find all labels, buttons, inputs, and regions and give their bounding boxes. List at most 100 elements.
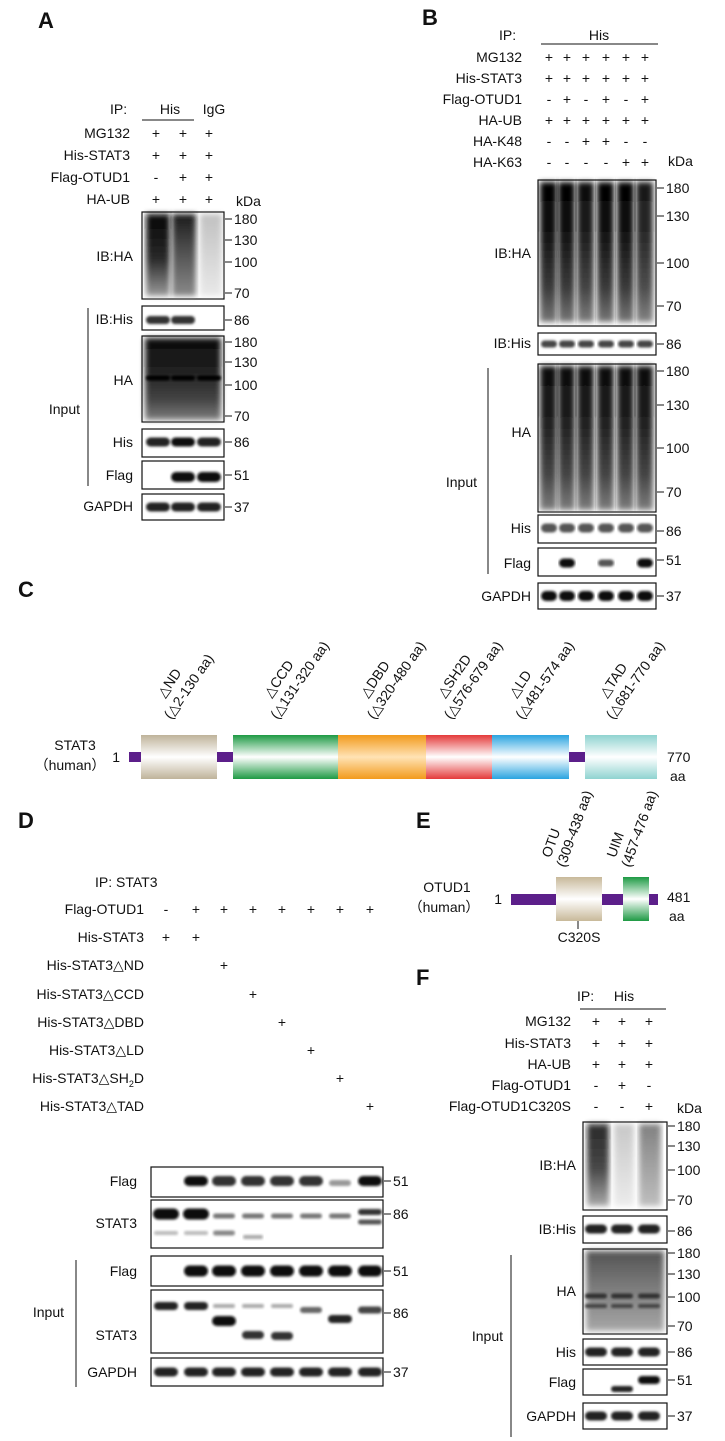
- band: [146, 316, 170, 324]
- c-domain-label: (△320-480 aa)△DBD: [357, 638, 429, 722]
- c-domain-label: (△576-679 aa)△SH2D: [434, 638, 506, 722]
- b-sign: +: [563, 91, 571, 107]
- band: [585, 1224, 607, 1234]
- f-blot-flag: [582, 1368, 668, 1396]
- c-domain-label: (△131-320 aa)△CCD: [260, 638, 332, 722]
- band: [146, 437, 170, 447]
- b-sign: +: [582, 49, 590, 65]
- b-sign: +: [641, 49, 649, 65]
- f-ha-smear: [586, 1251, 664, 1331]
- band: [358, 1265, 382, 1277]
- b-ibha-lane: [558, 182, 575, 322]
- a-blot-label: GAPDH: [83, 498, 133, 514]
- f-sign: +: [618, 1056, 626, 1072]
- f-ha-marker: 130: [677, 1266, 701, 1282]
- f-ip-label: IP:: [577, 988, 594, 1004]
- f-sign: +: [618, 1035, 626, 1051]
- band: [598, 340, 614, 348]
- a-sign: +: [179, 147, 187, 163]
- d-ip-label: IP: STAT3: [95, 874, 158, 890]
- f-kda: kDa: [677, 1100, 702, 1116]
- f-ha-marker: 180: [677, 1245, 701, 1261]
- band: [559, 340, 575, 348]
- b-sign: +: [622, 154, 630, 170]
- c-domain-label: (△2-130 aa)△ND: [154, 651, 217, 722]
- band: [171, 472, 195, 482]
- f-blot-ha: [582, 1248, 668, 1335]
- band: [637, 340, 653, 348]
- b-row-label: MG132: [476, 49, 522, 65]
- a-sign: +: [205, 125, 213, 141]
- f-ibha-marker: 180: [677, 1118, 701, 1134]
- e-domain-label: (309-438 aa)OTU: [538, 788, 595, 869]
- b-ha-marker: 70: [666, 484, 682, 500]
- d-row-label: His-STAT3△DBD: [37, 1014, 144, 1030]
- b-sign: -: [547, 154, 552, 170]
- b-sign: +: [622, 49, 630, 65]
- b-row-label: Flag-OTUD1: [443, 91, 523, 107]
- c-protein-name: STAT3: [54, 737, 96, 753]
- band: [559, 523, 575, 533]
- a-sign: +: [179, 169, 187, 185]
- band: [154, 1302, 178, 1310]
- f-blot-ibhis: [582, 1215, 668, 1244]
- b-sign: -: [624, 133, 629, 149]
- e-unit: aa: [669, 908, 685, 924]
- band: [578, 523, 594, 533]
- a-ip-igg: IgG: [203, 101, 226, 117]
- d-sign: +: [249, 901, 257, 917]
- a-blot-ibha: [141, 211, 225, 300]
- band: [585, 1293, 607, 1299]
- band: [154, 1231, 178, 1235]
- band: [300, 1307, 322, 1313]
- b-ha-lane: [636, 366, 653, 510]
- d-sign: +: [192, 929, 200, 945]
- f-sign: -: [594, 1077, 599, 1093]
- f-ibha-marker: 130: [677, 1138, 701, 1154]
- e-domain-UIM: [623, 877, 649, 921]
- band: [611, 1304, 633, 1308]
- band: [241, 1367, 265, 1377]
- band: [618, 591, 634, 601]
- panel-label-d: D: [18, 808, 34, 833]
- b-sign: +: [582, 70, 590, 86]
- f-flag-marker: 51: [677, 1372, 693, 1388]
- a-ha-marker: 130: [234, 354, 258, 370]
- d-row-label: His-STAT3: [78, 929, 145, 945]
- a-ha-marker: 70: [234, 408, 250, 424]
- a-his-marker: 86: [234, 434, 250, 450]
- band: [241, 1265, 265, 1277]
- f-ibha-marker: 70: [677, 1192, 693, 1208]
- band: [611, 1224, 633, 1234]
- b-sign: +: [641, 154, 649, 170]
- band: [171, 502, 195, 512]
- band: [213, 1230, 235, 1236]
- f-blot-label: HA: [557, 1283, 577, 1299]
- band: [611, 1293, 633, 1299]
- d-sign: +: [336, 901, 344, 917]
- b-ibha-marker: 100: [666, 255, 690, 271]
- d-sign: +: [366, 1098, 374, 1114]
- b-sign: +: [563, 49, 571, 65]
- f-blot-label: GAPDH: [526, 1408, 576, 1424]
- b-his-marker: 86: [666, 523, 682, 539]
- b-sign: +: [602, 49, 610, 65]
- f-blot-label: IB:HA: [539, 1157, 576, 1173]
- d-row-label: His-STAT3△TAD: [40, 1098, 144, 1114]
- band: [153, 1208, 179, 1220]
- band: [637, 523, 653, 533]
- b-sign: -: [624, 91, 629, 107]
- d-sign: +: [366, 901, 374, 917]
- d-blot-stat3-ip: [150, 1199, 384, 1249]
- d-flag-input-marker: 51: [393, 1263, 409, 1279]
- a-sign: +: [179, 125, 187, 141]
- a-ibha-lane3: [200, 214, 222, 296]
- band: [541, 340, 557, 348]
- b-sign: -: [604, 154, 609, 170]
- c-domain-SH2D: [426, 735, 492, 779]
- panel-label-e: E: [416, 808, 431, 833]
- band: [184, 1265, 208, 1277]
- b-sign: +: [641, 70, 649, 86]
- b-sign: -: [547, 133, 552, 149]
- d-sign: +: [278, 901, 286, 917]
